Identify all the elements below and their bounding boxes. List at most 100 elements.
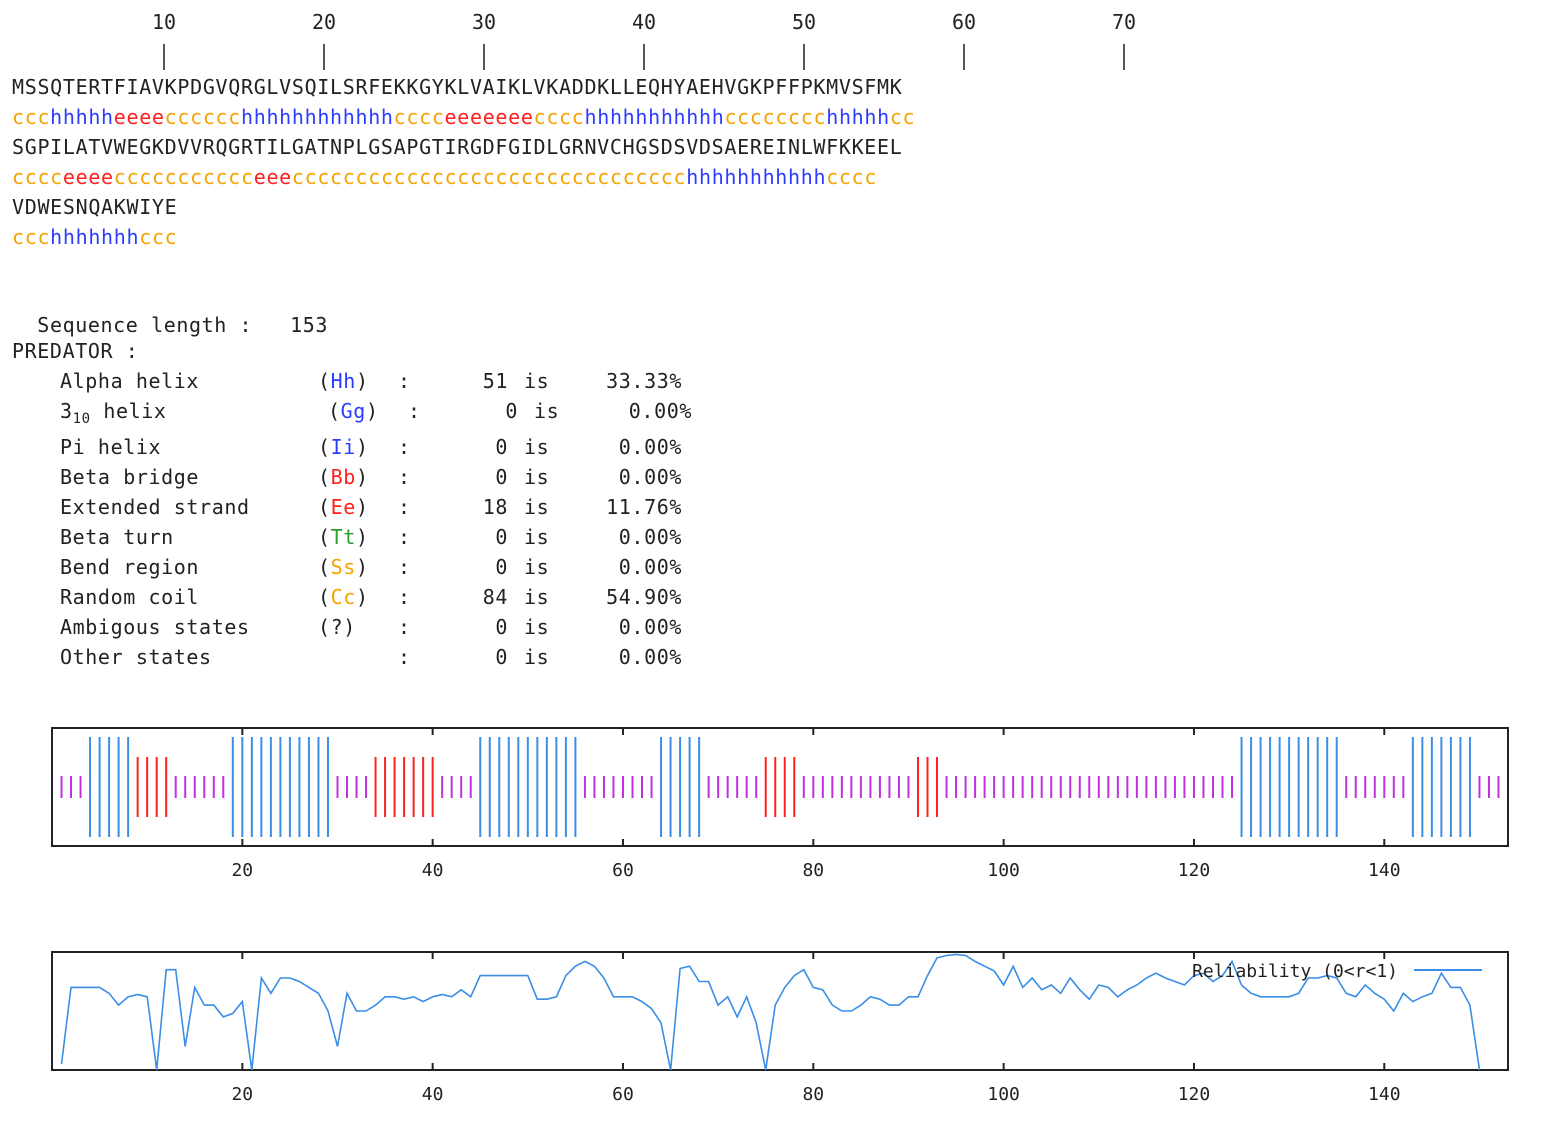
stat-count: 51 [482, 369, 508, 393]
stat-count: 0 [495, 555, 508, 579]
stat-is: is [524, 435, 550, 459]
stat-is: is [524, 465, 550, 489]
stat-row: Ambigous states [60, 612, 250, 642]
stat-name: Random coil [60, 585, 200, 609]
reliability-xtick-label: 100 [987, 1084, 1020, 1105]
reliability-xtick-label: 20 [231, 1084, 253, 1105]
ss-chart-xtick-label: 20 [231, 860, 253, 881]
reliability-xtick-label: 80 [802, 1084, 824, 1105]
predator-heading: PREDATOR : [12, 339, 139, 363]
ss-chart-xtick-label: 140 [1368, 860, 1401, 881]
reliability-series-line [60, 953, 1481, 1071]
stat-count: 0 [495, 435, 508, 459]
stat-is: is [524, 495, 550, 519]
stat-name: Extended strand [60, 495, 250, 519]
stat-code: (Cc) [318, 585, 369, 609]
ruler-tick [803, 44, 805, 70]
stat-colon: : [398, 555, 411, 579]
sequence-ruler: 10 20 30 40 50 60 70 [12, 10, 1152, 70]
aa-sequence-line: MSSQTERTFIAVKPDGVQRGLVSQILSRFEKKGYKLVAIK… [12, 75, 903, 99]
reliability-xtick-label: 40 [422, 1084, 444, 1105]
ruler-tick [163, 44, 165, 70]
reliability-xtick-label: 120 [1178, 1084, 1211, 1105]
reliability-xtick-label: 60 [612, 1084, 634, 1105]
stat-colon: : [398, 465, 411, 489]
stat-is: is [524, 369, 550, 393]
stat-percent: 0.00% [618, 525, 682, 549]
ruler-tick [323, 44, 325, 70]
stat-code: (Gg) [328, 399, 379, 423]
stat-name: 310 helix [60, 399, 167, 427]
stat-is: is [524, 585, 550, 609]
stat-row: Beta bridge [60, 462, 199, 492]
ruler-label: 40 [631, 10, 657, 34]
stat-is: is [524, 645, 550, 669]
stat-row: Bend region [60, 552, 199, 582]
ruler-tick [483, 44, 485, 70]
stat-percent: 54.90% [606, 585, 682, 609]
stat-colon: : [398, 525, 411, 549]
stat-row: Extended strand [60, 492, 250, 522]
ss-chart-xtick-label: 40 [422, 860, 444, 881]
stat-name: Beta turn [60, 525, 174, 549]
ss-chart-xtick-label: 100 [987, 860, 1020, 881]
stat-count: 18 [482, 495, 508, 519]
stat-code: (Ss) [318, 555, 369, 579]
stat-count: 0 [495, 615, 508, 639]
stat-count: 0 [505, 399, 518, 423]
sequence-length-value: 153 [290, 313, 329, 337]
stat-code: (Tt) [318, 525, 369, 549]
ruler-tick [1123, 44, 1125, 70]
ruler-label: 50 [791, 10, 817, 34]
stat-percent: 0.00% [618, 465, 682, 489]
stat-code: (Hh) [318, 369, 369, 393]
stat-is: is [524, 525, 550, 549]
stat-code: (?) [318, 615, 356, 639]
ruler-tick [643, 44, 645, 70]
stat-row: 310 helix [60, 396, 167, 434]
stat-name: Ambigous states [60, 615, 250, 639]
ss-chart-xtick-label: 80 [802, 860, 824, 881]
stat-percent: 0.00% [618, 615, 682, 639]
stat-colon: : [398, 645, 411, 669]
reliability-legend-label: Reliability (0<r<1) [1192, 961, 1398, 982]
stat-colon: : [398, 615, 411, 639]
ss-prediction-line: ccchhhhhhhccc [12, 225, 178, 249]
ruler-label: 30 [471, 10, 497, 34]
aa-sequence-line: VDWESNQAKWIYE [12, 195, 178, 219]
ss-chart-frame [51, 727, 1509, 847]
stat-percent: 0.00% [618, 435, 682, 459]
stat-is: is [534, 399, 560, 423]
ruler-label: 10 [151, 10, 177, 34]
stat-row: Other states [60, 642, 212, 672]
ss-chart-xtick-label: 120 [1178, 860, 1211, 881]
stat-percent: 0.00% [628, 399, 692, 423]
ruler-label: 20 [311, 10, 337, 34]
stat-colon: : [408, 399, 421, 423]
ruler-label: 70 [1111, 10, 1137, 34]
stat-row: Beta turn [60, 522, 174, 552]
reliability-chart-frame [51, 951, 1509, 1071]
stat-count: 0 [495, 525, 508, 549]
stat-name: Other states [60, 645, 212, 669]
stat-is: is [524, 615, 550, 639]
sequence-length-label: Sequence length : [37, 313, 253, 337]
stat-percent: 11.76% [606, 495, 682, 519]
stat-is: is [524, 555, 550, 579]
ss-prediction-line: ccchhhhheeeecccccchhhhhhhhhhhhcccceeeeee… [12, 105, 916, 129]
stat-code: (Bb) [318, 465, 369, 489]
stat-name: Bend region [60, 555, 200, 579]
stat-code: (Ee) [318, 495, 369, 519]
stat-colon: : [398, 585, 411, 609]
stat-percent: 0.00% [618, 645, 682, 669]
sequence-length-row: Sequence length : 153 [12, 280, 328, 340]
stat-percent: 0.00% [618, 555, 682, 579]
stat-name: Pi helix [60, 435, 162, 459]
ruler-label: 60 [951, 10, 977, 34]
stat-count: 0 [495, 465, 508, 489]
stat-row: Pi helix [60, 432, 161, 462]
stat-row: Random coil [60, 582, 199, 612]
stat-row: Alpha helix [60, 366, 199, 396]
reliability-xtick-label: 140 [1368, 1084, 1401, 1105]
